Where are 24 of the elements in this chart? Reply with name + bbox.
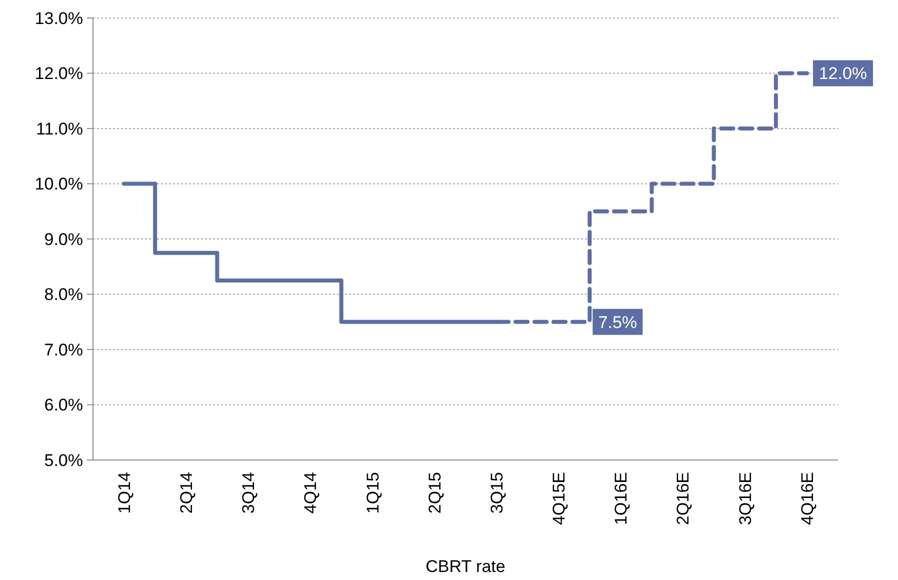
y-tick-label: 6.0% — [44, 396, 83, 415]
x-tick-label: 4Q16E — [798, 472, 817, 525]
x-axis-title: CBRT rate — [426, 557, 506, 576]
y-tick-label: 9.0% — [44, 230, 83, 249]
x-tick-label: 3Q15 — [487, 472, 506, 514]
x-tick-label: 3Q16E — [736, 472, 755, 525]
x-tick-label: 2Q15 — [425, 472, 444, 514]
x-tick-label: 4Q15E — [550, 472, 569, 525]
y-tick-label: 7.0% — [44, 340, 83, 360]
y-tick-label: 13.0% — [34, 8, 83, 28]
y-tick-label: 11.0% — [36, 119, 83, 138]
annotation: 7.5% — [598, 312, 638, 332]
x-tick-label: 1Q14 — [114, 472, 134, 514]
y-tick-label: 8.0% — [44, 285, 83, 304]
x-tick-label: 3Q14 — [239, 472, 258, 514]
x-tick-label: 1Q15 — [363, 472, 382, 514]
y-tick-label: 12.0% — [34, 64, 83, 84]
y-tick-label: 5.0% — [44, 450, 83, 470]
x-tick-label: 4Q14 — [301, 472, 320, 514]
y-tick-label: 10.0% — [34, 174, 83, 194]
x-tick-label: 1Q16E — [612, 472, 631, 525]
annotation: 12.0% — [818, 64, 868, 84]
x-tick-label: 2Q16E — [674, 472, 693, 525]
x-tick-label: 2Q14 — [177, 472, 196, 514]
